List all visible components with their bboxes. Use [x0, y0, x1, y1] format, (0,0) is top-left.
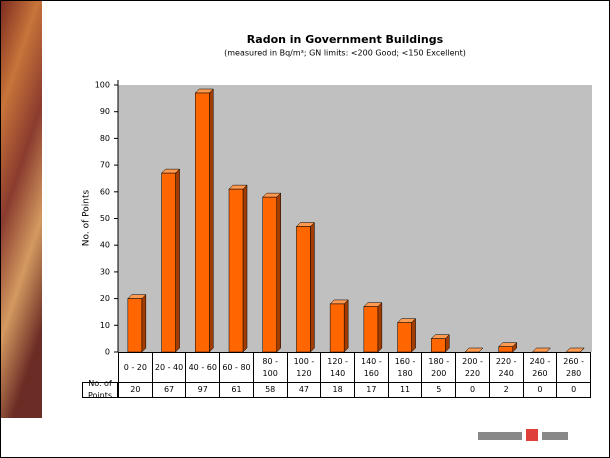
- x-tick-label: 240 - 260: [522, 352, 558, 383]
- y-tick-label: 20: [100, 294, 110, 303]
- bar-side: [411, 318, 416, 353]
- table-value: 67: [151, 382, 187, 398]
- bar: [127, 298, 143, 353]
- bar: [397, 322, 412, 353]
- y-tick-label: 100: [95, 81, 110, 90]
- plot-wall: [118, 85, 592, 352]
- y-tick-label: 0: [105, 348, 110, 357]
- decor-strip: [0, 0, 42, 418]
- table-value: 18: [320, 382, 355, 398]
- table-value: 97: [185, 382, 221, 398]
- table-value: 47: [286, 382, 322, 398]
- table-value: 17: [354, 382, 389, 398]
- y-tick-label: 30: [100, 267, 110, 276]
- x-tick-label: 100 - 120: [286, 352, 322, 383]
- x-tick-label: 20 - 40: [151, 352, 187, 383]
- y-tick-label: 80: [100, 134, 110, 143]
- table-value: 58: [252, 382, 288, 398]
- y-axis-title: No. of Points: [82, 190, 92, 247]
- x-tick-label: 0 - 20: [118, 352, 153, 383]
- table-value: 0: [556, 382, 591, 398]
- x-tick-label: 140 - 160: [354, 352, 389, 383]
- x-tick-label: 180 - 200: [421, 352, 457, 383]
- logo-text: [478, 432, 522, 440]
- y-tick-label: 10: [100, 321, 110, 330]
- x-tick-label: 200 - 220: [455, 352, 490, 383]
- bar: [228, 188, 244, 353]
- y-tick-label: 50: [100, 214, 110, 223]
- table-value: 0: [455, 382, 490, 398]
- bar-side: [141, 293, 147, 353]
- x-tick-label: 40 - 60: [185, 352, 221, 383]
- bar: [363, 306, 379, 353]
- bar-side: [209, 88, 214, 353]
- bar-side: [310, 221, 315, 353]
- x-tick-label: 60 - 80: [219, 352, 254, 383]
- bar: [195, 92, 210, 353]
- y-tick-label: 90: [100, 107, 110, 116]
- logo-text: [542, 432, 568, 440]
- bar-side: [276, 192, 281, 353]
- table-row-header: No. of Points: [82, 379, 118, 400]
- bar: [262, 196, 277, 353]
- x-tick-label: 160 - 180: [387, 352, 423, 383]
- table-value: 11: [387, 382, 423, 398]
- x-tick-label: 120 - 140: [320, 352, 355, 383]
- x-tick-label: 80 - 100: [252, 352, 288, 383]
- bar-side: [242, 184, 248, 353]
- table-value: 2: [488, 382, 524, 398]
- table-value: 20: [118, 382, 153, 398]
- bar: [296, 226, 311, 353]
- y-tick-label: 40: [100, 241, 110, 250]
- bar-side: [175, 168, 180, 353]
- bar-side: [343, 299, 349, 353]
- y-tick-label: 60: [100, 187, 110, 196]
- table-value: 61: [219, 382, 254, 398]
- x-tick-label: 220 - 240: [488, 352, 524, 383]
- chart-title: Radon in Government Buildings: [247, 33, 444, 46]
- bar: [431, 338, 446, 353]
- logo-icon: [526, 429, 538, 441]
- y-tick-label: 70: [100, 161, 110, 170]
- bar: [161, 172, 176, 353]
- x-tick-label: 260 - 280: [556, 352, 591, 383]
- bar-side: [377, 302, 383, 353]
- bar: [329, 303, 345, 353]
- chart-subtitle: (measured in Bq/m³; GN limits: <200 Good…: [224, 49, 466, 58]
- table-value: 5: [421, 382, 457, 398]
- table-value: 0: [522, 382, 558, 398]
